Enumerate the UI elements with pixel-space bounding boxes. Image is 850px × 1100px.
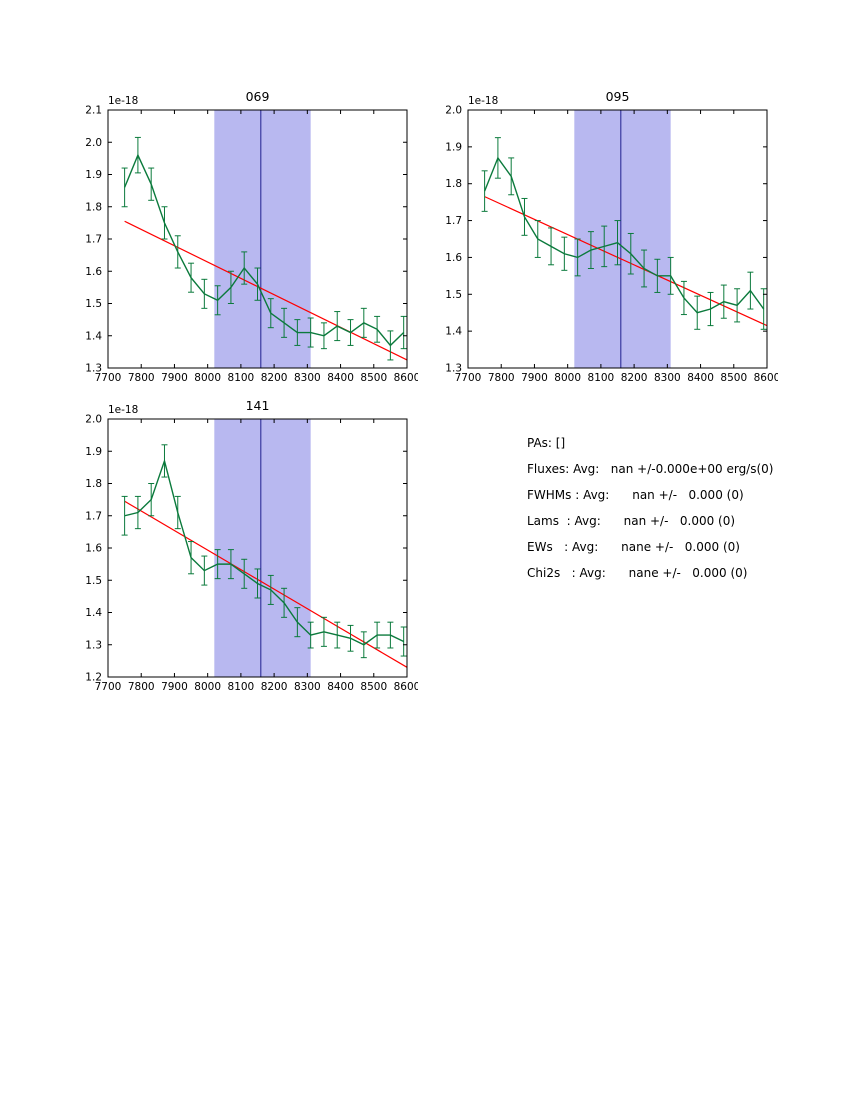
stats-line-fluxes: Fluxes: Avg: nan +/-0.000e+00 erg/s(0) (527, 462, 774, 476)
svg-text:1.7: 1.7 (85, 234, 102, 246)
svg-text:8500: 8500 (360, 372, 387, 384)
data-series (123, 153, 405, 347)
svg-text:8100: 8100 (588, 372, 615, 384)
svg-text:8500: 8500 (720, 372, 747, 384)
stats-line-lams: Lams : Avg: nan +/- 0.000 (0) (527, 514, 736, 528)
svg-text:1.3: 1.3 (85, 639, 102, 651)
svg-text:8600: 8600 (394, 681, 418, 693)
band-region (214, 419, 311, 677)
svg-text:8000: 8000 (194, 372, 221, 384)
svg-text:7800: 7800 (488, 372, 515, 384)
fit-line (124, 500, 408, 668)
axes-frame (467, 109, 768, 369)
y-axis-offset-label: 1e-18 (108, 404, 138, 416)
svg-text:1.6: 1.6 (445, 252, 462, 264)
svg-text:8300: 8300 (654, 372, 681, 384)
svg-text:1.5: 1.5 (445, 289, 462, 301)
stats-line-pas: PAs: [] (527, 436, 566, 450)
svg-text:8400: 8400 (327, 681, 354, 693)
svg-text:8200: 8200 (261, 681, 288, 693)
svg-text:1.8: 1.8 (85, 201, 102, 213)
svg-text:2.0: 2.0 (85, 137, 102, 149)
svg-text:1.4: 1.4 (445, 326, 462, 338)
error-bars (121, 444, 407, 659)
chart-title: 095 (606, 89, 630, 104)
data-series (483, 156, 765, 314)
svg-text:1.8: 1.8 (445, 178, 462, 190)
svg-text:1.5: 1.5 (85, 298, 102, 310)
svg-text:8000: 8000 (194, 681, 221, 693)
svg-text:7700: 7700 (95, 372, 122, 384)
svg-text:1.3: 1.3 (445, 363, 462, 375)
svg-text:8400: 8400 (687, 372, 714, 384)
svg-text:2.0: 2.0 (85, 414, 102, 426)
svg-text:8000: 8000 (554, 372, 581, 384)
svg-text:1.9: 1.9 (445, 141, 462, 153)
chart-095: 7700 7800 7900 8000 8100 8200 8300 8400 8500 8600… (418, 85, 778, 395)
svg-text:1.9: 1.9 (85, 169, 102, 181)
fit-line (124, 220, 408, 361)
svg-text:7900: 7900 (161, 372, 188, 384)
svg-text:8300: 8300 (294, 681, 321, 693)
y-axis-offset-label: 1e-18 (108, 95, 138, 107)
chart-069-svg: 7700 7800 7900 8000 8100 8200 8300 8400 8500 8600… (85, 89, 418, 385)
chart-title: 141 (246, 398, 270, 413)
tick-labels: 7700 7800 7900 8000 8100 8200 8300 8400 8500 8600… (85, 414, 418, 694)
svg-text:1.7: 1.7 (445, 215, 462, 227)
svg-text:1.6: 1.6 (85, 266, 102, 278)
svg-text:8100: 8100 (228, 681, 255, 693)
tick-labels: 7700 7800 7900 8000 8100 8200 8300 8400 8500 8600… (445, 105, 778, 385)
svg-text:8200: 8200 (261, 372, 288, 384)
ticks (107, 109, 408, 369)
svg-text:7800: 7800 (128, 372, 155, 384)
svg-text:1.3: 1.3 (85, 363, 102, 375)
ticks (467, 109, 768, 369)
chart-title: 069 (246, 89, 270, 104)
band-region (574, 110, 671, 368)
chart-095-svg: 7700 7800 7900 8000 8100 8200 8300 8400 8500 8600… (445, 89, 778, 385)
svg-text:8600: 8600 (754, 372, 778, 384)
svg-text:7900: 7900 (161, 681, 188, 693)
svg-text:7700: 7700 (455, 372, 482, 384)
svg-text:8200: 8200 (621, 372, 648, 384)
svg-text:1.7: 1.7 (85, 510, 102, 522)
y-axis-offset-label: 1e-18 (468, 95, 498, 107)
svg-text:8500: 8500 (360, 681, 387, 693)
svg-text:2.0: 2.0 (445, 105, 462, 117)
svg-text:8300: 8300 (294, 372, 321, 384)
svg-text:1.8: 1.8 (85, 478, 102, 490)
stats-panel: PAs: [] Fluxes: Avg: nan +/-0.000e+00 er… (527, 430, 773, 586)
svg-text:1.4: 1.4 (85, 607, 102, 619)
svg-text:1.6: 1.6 (85, 543, 102, 555)
svg-text:8600: 8600 (394, 372, 418, 384)
chart-141-svg: 7700 7800 7900 8000 8100 8200 8300 8400 8500 8600… (85, 398, 418, 694)
ticks (107, 418, 408, 678)
svg-text:1.5: 1.5 (85, 575, 102, 587)
stats-line-ews: EWs : Avg: nane +/- 0.000 (0) (527, 540, 740, 554)
chart-069: 7700 7800 7900 8000 8100 8200 8300 8400 8500 8600… (58, 85, 418, 395)
svg-text:8100: 8100 (228, 372, 255, 384)
stats-line-chi2s: Chi2s : Avg: nane +/- 0.000 (0) (527, 566, 748, 580)
svg-text:1.4: 1.4 (85, 330, 102, 342)
svg-text:1.9: 1.9 (85, 446, 102, 458)
svg-text:1.2: 1.2 (85, 672, 102, 684)
stats-line-fwhms: FWHMs : Avg: nan +/- 0.000 (0) (527, 488, 744, 502)
svg-text:7800: 7800 (128, 681, 155, 693)
band-region (214, 110, 311, 368)
svg-text:8400: 8400 (327, 372, 354, 384)
data-series (124, 458, 404, 646)
chart-141: 7700 7800 7900 8000 8100 8200 8300 8400 8500 8600… (58, 394, 418, 704)
svg-text:7700: 7700 (95, 681, 122, 693)
tick-labels: 7700 7800 7900 8000 8100 8200 8300 8400 8500 8600… (85, 105, 418, 385)
svg-text:7900: 7900 (521, 372, 548, 384)
svg-text:2.1: 2.1 (85, 105, 102, 117)
